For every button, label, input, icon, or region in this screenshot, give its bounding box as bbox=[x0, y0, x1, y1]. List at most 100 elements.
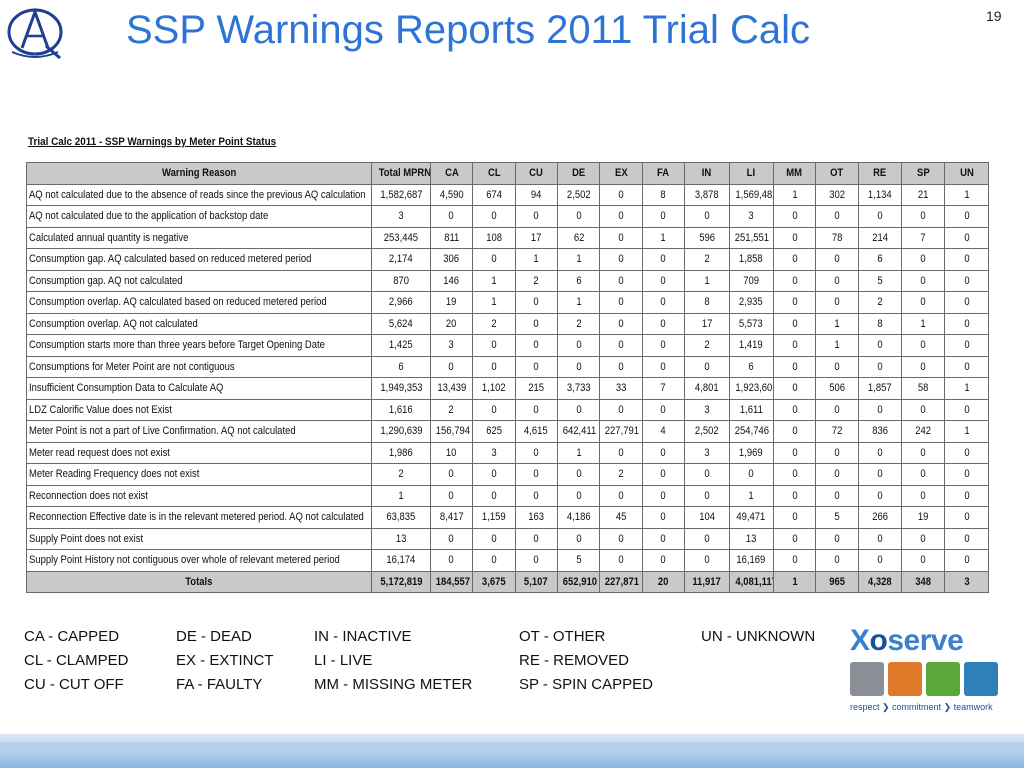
count-cell: 811 bbox=[429, 226, 474, 249]
count-cell: 506 bbox=[815, 377, 859, 400]
count-cell: 1,923,601 bbox=[728, 377, 774, 400]
brand-tile-image bbox=[850, 662, 884, 696]
count-cell: 156,794 bbox=[429, 420, 474, 443]
count-cell: 306 bbox=[429, 248, 474, 271]
count-cell: 1,290,639 bbox=[371, 420, 431, 443]
count-cell: 0 bbox=[472, 527, 516, 550]
count-cell: 0 bbox=[514, 291, 558, 314]
count-cell: 0 bbox=[641, 527, 686, 550]
count-cell: 0 bbox=[857, 549, 903, 572]
count-cell: 0 bbox=[901, 441, 946, 464]
header-cell: UN bbox=[944, 162, 989, 185]
count-cell: 266 bbox=[857, 506, 903, 529]
table-row: Reconnection does not exist 1 0 0 0 0 0 0 0 1 0 0 0 0… bbox=[25, 484, 989, 507]
count-cell: 0 bbox=[901, 484, 946, 507]
count-cell: 0 bbox=[472, 484, 516, 507]
table-row: AQ not calculated due to the application… bbox=[25, 205, 989, 228]
table-row: Insufficient Consumption Data to Calcula… bbox=[25, 377, 989, 400]
count-cell: 2,935 bbox=[728, 291, 774, 314]
count-cell: 0 bbox=[815, 463, 859, 486]
count-cell: 596 bbox=[684, 226, 730, 249]
count-cell: 0 bbox=[599, 205, 643, 228]
count-cell: 0 bbox=[556, 484, 601, 507]
warning-reason-cell: Meter Reading Frequency does not exist bbox=[25, 463, 373, 486]
count-cell: 0 bbox=[641, 312, 686, 335]
warning-reason-cell: Meter read request does not exist bbox=[25, 441, 373, 464]
count-cell: 0 bbox=[772, 291, 817, 314]
count-cell: 242 bbox=[901, 420, 946, 443]
warning-reason-cell: Consumption starts more than three years… bbox=[25, 334, 373, 357]
count-cell: 0 bbox=[772, 334, 817, 357]
legend-item: OT - OTHER bbox=[519, 628, 606, 645]
count-cell: 0 bbox=[815, 355, 859, 378]
count-cell: 0 bbox=[429, 484, 474, 507]
count-cell: 0 bbox=[429, 527, 474, 550]
count-cell: 0 bbox=[772, 312, 817, 335]
count-cell: 0 bbox=[901, 269, 946, 292]
count-cell: 0 bbox=[815, 441, 859, 464]
count-cell: 17 bbox=[514, 226, 558, 249]
count-cell: 0 bbox=[772, 205, 817, 228]
count-cell: 0 bbox=[901, 291, 946, 314]
count-cell: 0 bbox=[472, 355, 516, 378]
count-cell: 0 bbox=[728, 463, 774, 486]
warning-reason-cell: Consumption gap. AQ not calculated bbox=[25, 269, 373, 292]
table-row: Meter Point is not a part of Live Confir… bbox=[25, 420, 989, 443]
count-cell: 2 bbox=[472, 312, 516, 335]
count-cell: 0 bbox=[599, 183, 643, 206]
count-cell: 0 bbox=[641, 398, 686, 421]
count-cell: 0 bbox=[429, 463, 474, 486]
header-cell: FA bbox=[641, 162, 686, 185]
count-cell: 251,551 bbox=[728, 226, 774, 249]
warning-reason-cell: Consumption overlap. AQ not calculated bbox=[25, 312, 373, 335]
count-cell: 0 bbox=[514, 355, 558, 378]
count-cell: 108 bbox=[472, 226, 516, 249]
count-cell: 4,615 bbox=[514, 420, 558, 443]
total-cell: 5,172,819 bbox=[371, 570, 431, 593]
warning-reason-cell: Consumptions for Meter Point are not con… bbox=[25, 355, 373, 378]
count-cell: 6 bbox=[728, 355, 774, 378]
count-cell: 0 bbox=[944, 334, 989, 357]
count-cell: 642,411 bbox=[556, 420, 601, 443]
count-cell: 49,471 bbox=[728, 506, 774, 529]
count-cell: 20 bbox=[429, 312, 474, 335]
count-cell: 1 bbox=[901, 312, 946, 335]
count-cell: 0 bbox=[815, 248, 859, 271]
total-cell: 4,328 bbox=[857, 570, 903, 593]
table-row: Supply Point does not exist 13 0 0 0 0 0 0 0 13 0 0… bbox=[25, 527, 989, 550]
count-cell: 4,186 bbox=[556, 506, 601, 529]
count-cell: 0 bbox=[641, 463, 686, 486]
header-cell: RE bbox=[857, 162, 903, 185]
legend-item: EX - EXTINCT bbox=[176, 652, 274, 669]
total-cell: 4,081,117 bbox=[728, 570, 774, 593]
count-cell: 0 bbox=[641, 506, 686, 529]
warning-reason-cell: AQ not calculated due to the absence of … bbox=[25, 183, 373, 206]
warning-reason-cell: Insufficient Consumption Data to Calcula… bbox=[25, 377, 373, 400]
count-cell: 0 bbox=[684, 549, 730, 572]
header-cell: LI bbox=[728, 162, 774, 185]
table-row: Reconnection Effective date is in the re… bbox=[25, 506, 989, 529]
table-row: Consumption starts more than three years… bbox=[25, 334, 989, 357]
count-cell: 1,949,353 bbox=[371, 377, 431, 400]
count-cell: 0 bbox=[472, 398, 516, 421]
count-cell: 6 bbox=[371, 355, 431, 378]
xoserve-logo: Xoserve bbox=[850, 624, 964, 657]
count-cell: 3,733 bbox=[556, 377, 601, 400]
count-cell: 0 bbox=[429, 549, 474, 572]
count-cell: 0 bbox=[772, 226, 817, 249]
table-row: Meter Reading Frequency does not exist 2 0… bbox=[25, 463, 989, 486]
count-cell: 1 bbox=[371, 484, 431, 507]
count-cell: 0 bbox=[472, 463, 516, 486]
count-cell: 0 bbox=[599, 355, 643, 378]
header-cell: SP bbox=[901, 162, 946, 185]
table-row: Calculated annual quantity is negative 25… bbox=[25, 226, 989, 249]
table-row: LDZ Calorific Value does not Exist 1,616 2… bbox=[25, 398, 989, 421]
count-cell: 0 bbox=[944, 441, 989, 464]
table-row: Supply Point History not contiguous over… bbox=[25, 549, 989, 572]
table-caption: Trial Calc 2011 - SSP Warnings by Meter … bbox=[28, 136, 277, 148]
table-row: Consumption overlap. AQ not calculated 5,… bbox=[25, 312, 989, 335]
count-cell: 21 bbox=[901, 183, 946, 206]
count-cell: 0 bbox=[944, 463, 989, 486]
count-cell: 1 bbox=[728, 484, 774, 507]
header-cell: EX bbox=[599, 162, 643, 185]
